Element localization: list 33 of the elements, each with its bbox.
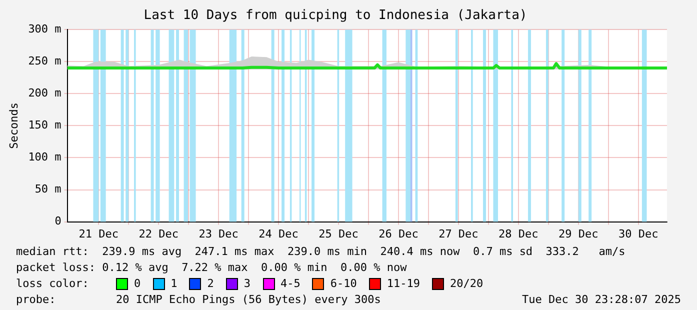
text: packet loss: 0.12 % avg 7.22 % max 0.00 % min 0.00 % now	[16, 260, 408, 276]
text: 0	[134, 276, 141, 292]
x-tick-label: 25 Dec	[318, 227, 358, 240]
x-tick-label: 26 Dec	[378, 227, 418, 240]
chart-title: Last 10 Days from quicping to Indonesia (Jakarta)	[144, 8, 528, 24]
y-tick-label: 50 m	[34, 182, 62, 196]
y-tick-label: 0	[54, 214, 62, 228]
text: loss color:	[16, 276, 90, 292]
text: probe:	[16, 292, 57, 308]
text: 20/20	[450, 276, 484, 292]
y-tick-label: 100 m	[28, 150, 62, 164]
text: 1	[170, 276, 178, 292]
y-tick-label: 300 m	[28, 22, 62, 36]
text: 4-5	[280, 276, 300, 292]
x-tick-label: 24 Dec	[258, 227, 298, 240]
x-tick-label: 30 Dec	[618, 227, 658, 240]
text: 3	[244, 276, 250, 292]
y-axis-title: Seconds	[7, 102, 20, 149]
text: 20 ICMP Echo Pings (56 Bytes) every 300s	[116, 292, 382, 308]
text: median rtt: 239.9 ms avg 247.1 ms max 239.0 ms min 240.4 ms now 0.7 ms sd 333.2 am/s	[16, 244, 626, 260]
x-tick-label: 27 Dec	[438, 227, 478, 240]
text: 6-10	[330, 276, 357, 292]
x-tick-label: 21 Dec	[78, 227, 119, 240]
text: 2	[207, 276, 214, 292]
x-tick-label: 22 Dec	[138, 227, 178, 240]
x-tick-label: 29 Dec	[558, 227, 598, 240]
text: 11-19	[386, 276, 420, 292]
y-tick-label: 200 m	[28, 86, 62, 100]
y-tick-label: 250 m	[28, 54, 62, 68]
x-tick-label: 23 Dec	[198, 227, 238, 240]
x-tick-label: 28 Dec	[498, 227, 538, 240]
y-tick-label: 150 m	[28, 118, 62, 132]
text: Tue Dec 30 23:28:07 2025	[522, 292, 681, 308]
